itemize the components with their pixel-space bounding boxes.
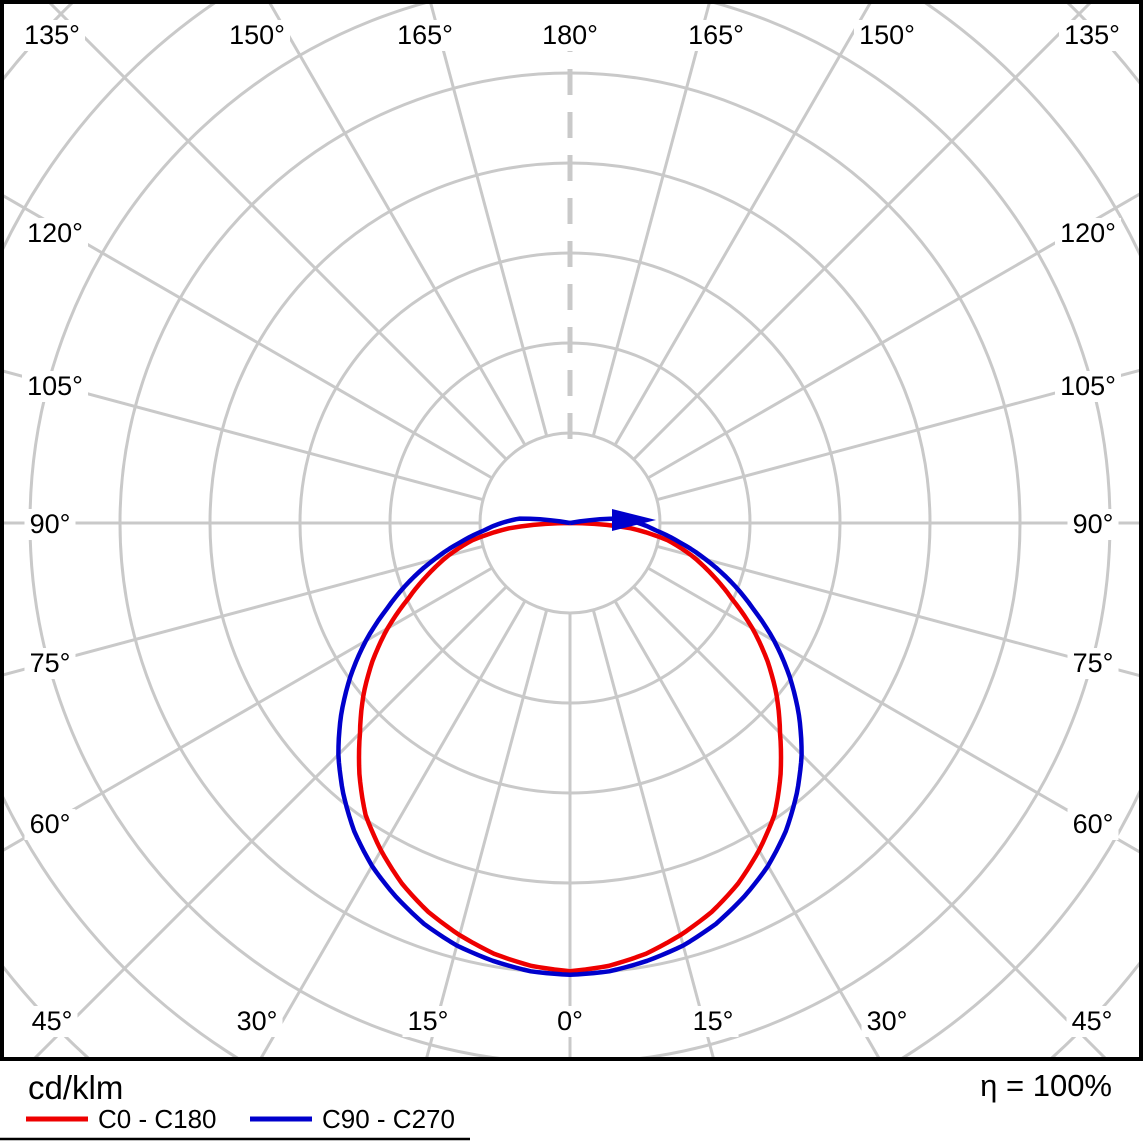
efficiency-label: η = 100% [980, 1068, 1112, 1103]
svg-text:45°: 45° [1072, 1006, 1113, 1036]
legend-label-c0-c180: C0 - C180 [98, 1104, 217, 1134]
svg-text:45°: 45° [32, 1006, 73, 1036]
svg-text:105°: 105° [27, 371, 83, 401]
svg-text:135°: 135° [24, 20, 80, 50]
angle-labels: 135° 150° 165° 180° 165° 150° 135° 120° 105° 90° 7… [19, 20, 1125, 1037]
plot-border [0, 0, 1143, 1061]
svg-text:30°: 30° [867, 1006, 908, 1036]
svg-text:105°: 105° [1060, 371, 1116, 401]
svg-text:180°: 180° [542, 20, 598, 50]
intensity-curves [336, 509, 804, 978]
svg-text:75°: 75° [30, 648, 71, 678]
svg-text:15°: 15° [693, 1006, 734, 1036]
svg-text:30°: 30° [237, 1006, 278, 1036]
svg-text:150°: 150° [229, 20, 285, 50]
svg-text:60°: 60° [30, 809, 71, 839]
svg-text:15°: 15° [408, 1006, 449, 1036]
svg-text:135°: 135° [1064, 20, 1120, 50]
svg-text:165°: 165° [397, 20, 453, 50]
svg-text:75°: 75° [1073, 648, 1114, 678]
legend-label-c90-c270: C90 - C270 [322, 1104, 455, 1134]
svg-text:90°: 90° [1073, 509, 1114, 539]
svg-text:120°: 120° [1060, 218, 1116, 248]
svg-text:90°: 90° [30, 509, 71, 539]
svg-text:150°: 150° [859, 20, 915, 50]
svg-text:165°: 165° [688, 20, 744, 50]
units-label: cd/klm [28, 1069, 123, 1106]
svg-text:60°: 60° [1073, 809, 1114, 839]
svg-text:120°: 120° [27, 218, 83, 248]
svg-text:0°: 0° [557, 1006, 583, 1036]
